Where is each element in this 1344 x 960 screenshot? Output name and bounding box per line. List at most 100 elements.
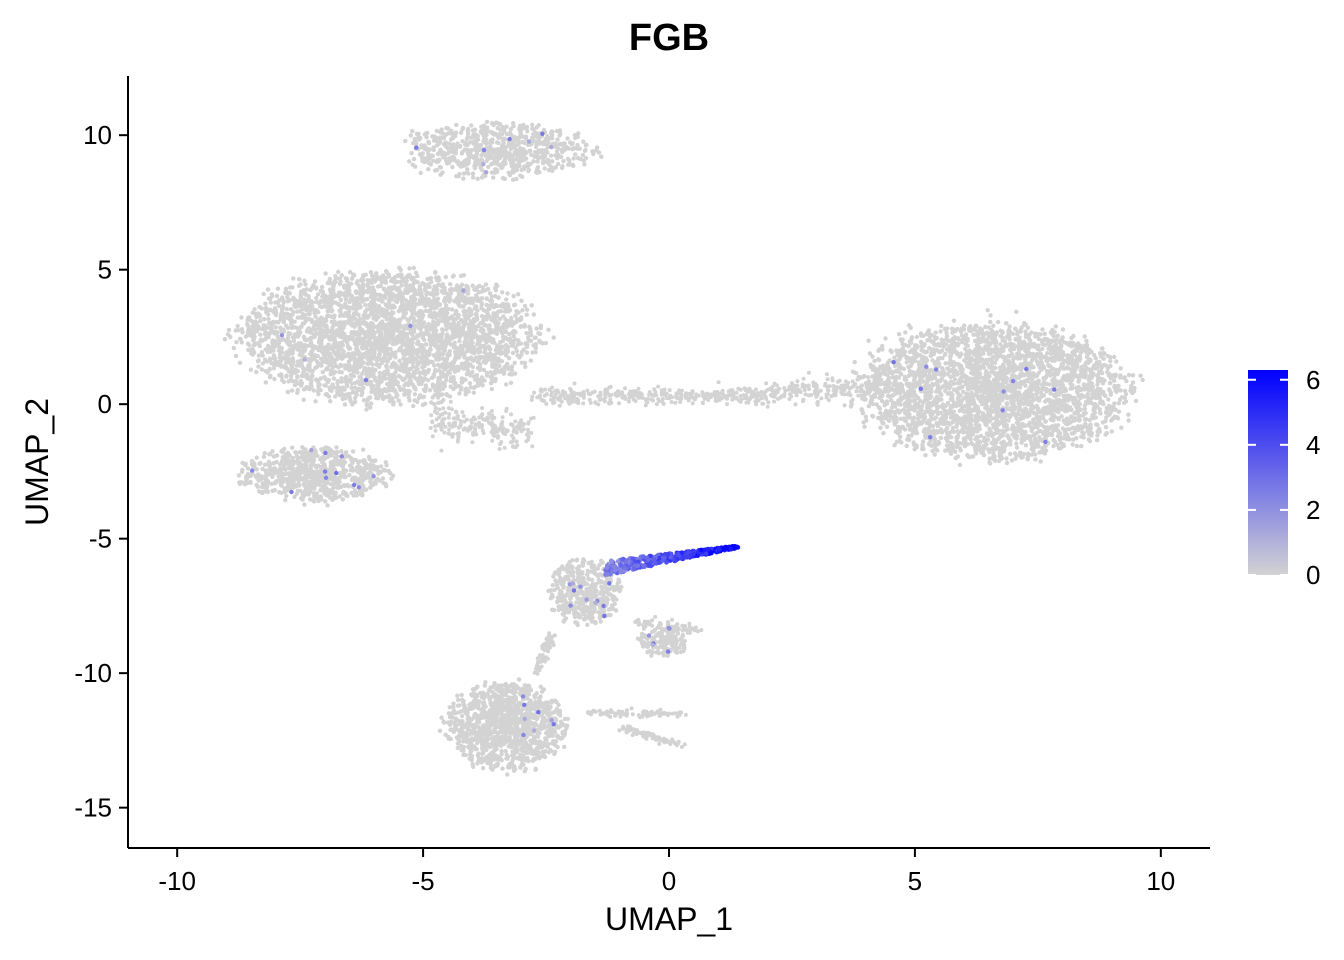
cell-point <box>507 173 513 178</box>
cell-point <box>439 335 444 340</box>
cell-point <box>367 374 372 379</box>
cell-point <box>505 151 510 156</box>
cell-point <box>407 398 412 403</box>
cell-point <box>411 348 416 353</box>
cell-point <box>270 449 275 454</box>
cell-point <box>305 327 311 332</box>
cell-point <box>316 340 322 345</box>
cell-point <box>410 336 415 342</box>
cell-point <box>418 170 423 176</box>
cell-point <box>235 323 240 329</box>
cell-point <box>343 276 348 281</box>
cell-point <box>511 329 517 334</box>
cell-point <box>498 122 503 127</box>
cell-point <box>269 292 275 297</box>
cell-point <box>420 323 425 329</box>
cell-point <box>368 311 373 317</box>
cell-point <box>405 338 411 343</box>
cell-point <box>411 327 417 332</box>
cell-point <box>258 332 263 337</box>
cell-point <box>365 288 370 294</box>
cell-point <box>246 327 251 332</box>
cell-point <box>515 342 521 347</box>
cell-point <box>489 121 495 126</box>
cell-point <box>536 331 541 336</box>
cell-point <box>524 312 529 317</box>
cell-point <box>407 266 412 271</box>
cell-point <box>435 137 441 143</box>
cell-point <box>511 135 516 140</box>
cell-point <box>285 325 291 330</box>
cell-point <box>397 333 402 338</box>
cell-point <box>472 329 477 335</box>
cell-point <box>301 481 306 487</box>
cell-point <box>287 339 292 344</box>
cell-point <box>470 175 476 180</box>
cell-point <box>264 359 270 364</box>
cell-point <box>433 405 438 411</box>
cell-point <box>561 158 566 164</box>
cell-point <box>385 330 390 336</box>
cell-point <box>281 379 287 385</box>
cell-point <box>286 379 291 384</box>
cell-point <box>316 310 321 315</box>
cell-point <box>434 287 440 292</box>
cell-point <box>576 131 581 136</box>
cell-point <box>441 381 446 386</box>
cell-point <box>432 306 437 311</box>
cell-point <box>448 282 453 287</box>
cell-point <box>447 325 453 330</box>
cell-point <box>464 136 470 142</box>
cell-point <box>264 310 269 315</box>
cell-point <box>1055 333 1061 338</box>
cell-point <box>386 335 391 340</box>
cell-point <box>312 279 318 284</box>
cell-point <box>358 471 364 477</box>
cell-point <box>315 323 321 328</box>
cell-point <box>436 302 442 308</box>
cell-point <box>450 274 456 279</box>
cell-point <box>475 133 480 139</box>
cell-point <box>343 396 348 401</box>
cell-point <box>507 332 512 337</box>
cell-point <box>541 161 546 166</box>
cell-point <box>428 276 434 281</box>
cell-point <box>498 349 503 355</box>
cell-point <box>339 356 345 361</box>
cell-point <box>284 350 289 355</box>
cell-point <box>452 368 458 374</box>
cell-point <box>398 279 403 285</box>
cell-point <box>267 375 273 380</box>
cell-point <box>348 269 353 275</box>
cell-point <box>518 151 523 157</box>
cell-point <box>448 342 454 347</box>
cell-point <box>437 164 443 170</box>
cell-point <box>493 288 499 293</box>
cell-point <box>436 383 441 388</box>
cell-point <box>505 291 510 296</box>
cell-point <box>479 344 484 350</box>
cell-point <box>430 359 435 365</box>
cell-point <box>535 159 540 164</box>
cell-point <box>470 154 475 159</box>
cell-point <box>276 303 282 308</box>
cell-point <box>274 293 280 299</box>
cell-point <box>553 144 558 149</box>
cell-point <box>440 356 445 361</box>
cell-point <box>415 399 420 404</box>
cell-point <box>376 471 381 476</box>
cell-point <box>458 164 464 169</box>
cell-point <box>496 162 502 168</box>
cell-point <box>356 358 362 363</box>
cell-point <box>509 160 514 166</box>
cell-point <box>385 352 390 357</box>
cell-point <box>319 363 324 368</box>
cell-point <box>322 323 328 329</box>
cell-point <box>411 286 416 291</box>
cell-point <box>272 355 277 360</box>
cell-point <box>337 308 342 313</box>
cell-point <box>390 329 395 335</box>
cell-point <box>257 489 262 494</box>
cell-point <box>498 344 504 349</box>
cell-point <box>507 308 513 313</box>
